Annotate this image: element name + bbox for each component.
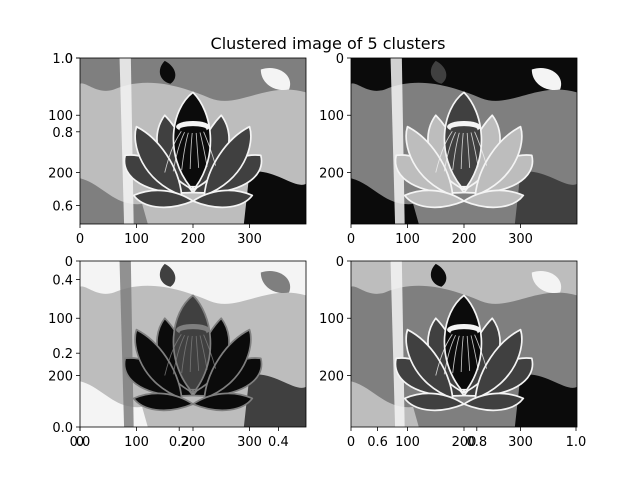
upper-region xyxy=(351,58,577,101)
petal-region xyxy=(203,328,252,400)
x-tick-label: 200 xyxy=(452,232,477,247)
y-tick-label: 100 xyxy=(319,109,344,124)
stem-region xyxy=(390,261,405,427)
seed-pod-center xyxy=(450,329,478,336)
y-tick-label: 200 xyxy=(319,369,344,384)
upper-region xyxy=(80,261,306,304)
y-tick-label: 0 xyxy=(336,255,344,270)
petal-region xyxy=(132,189,194,209)
petal-region xyxy=(134,125,183,197)
x-tick-label: 0 xyxy=(347,232,355,247)
bud-region xyxy=(159,263,176,287)
speck-region xyxy=(260,67,291,91)
x-tick-label: 100 xyxy=(124,232,149,247)
petal-region xyxy=(192,189,254,209)
bud-region xyxy=(159,60,176,84)
cluster-panel-2: 0 100 200 300 0 100 200 xyxy=(319,52,578,247)
y-tick-label: 200 xyxy=(48,166,73,181)
speck-region xyxy=(531,67,562,91)
petal-region xyxy=(463,189,525,209)
bg-y-tick-label: 0.4 xyxy=(52,273,73,288)
y-tick-label: 0 xyxy=(336,52,344,67)
cluster-panels: 0 100 200 300 0 100 200 0 100 200 300 0 100 200 0 100 20… xyxy=(48,52,578,450)
cluster-panel-3: 0 100 200 300 0 100 200 xyxy=(48,255,307,450)
petal-region xyxy=(405,328,454,400)
petal-region xyxy=(405,125,454,197)
lower-right-region xyxy=(514,374,577,427)
petal-region xyxy=(403,392,465,412)
x-tick-label: 300 xyxy=(508,435,533,450)
petal-region xyxy=(132,392,194,412)
petal-region xyxy=(203,125,252,197)
petal-region xyxy=(134,328,183,400)
bg-y-tick-label: 0.2 xyxy=(52,347,73,362)
x-tick-label: 100 xyxy=(124,435,149,450)
y-tick-label: 200 xyxy=(319,166,344,181)
petal-region xyxy=(474,328,523,400)
bg-y-tick-label: 1.0 xyxy=(52,52,73,67)
lower-right-region xyxy=(243,171,306,224)
x-tick-label: 0 xyxy=(76,232,84,247)
petal-region xyxy=(192,392,254,412)
bg-x-tick-label: 0.2 xyxy=(169,435,190,450)
lower-right-region xyxy=(243,374,306,427)
bg-x-tick-label: 0.0 xyxy=(70,435,91,450)
petal-region xyxy=(463,392,525,412)
x-tick-label: 100 xyxy=(395,232,420,247)
stem-region xyxy=(119,58,134,224)
speck-region xyxy=(260,270,291,294)
bg-x-tick-label: 0.6 xyxy=(367,435,388,450)
x-tick-label: 300 xyxy=(237,435,262,450)
bg-x-tick-label: 0.8 xyxy=(466,435,487,450)
petal-region xyxy=(403,189,465,209)
bg-y-tick-label: 0.8 xyxy=(52,126,73,141)
x-tick-label: 300 xyxy=(237,232,262,247)
y-tick-label: 100 xyxy=(48,109,73,124)
upper-region xyxy=(351,261,577,304)
bg-x-tick-label: 0.4 xyxy=(268,435,289,450)
y-tick-label: 200 xyxy=(48,369,73,384)
upper-region xyxy=(80,58,306,101)
bg-x-tick-label: 1.0 xyxy=(566,435,587,450)
x-tick-label: 200 xyxy=(452,435,477,450)
x-tick-label: 0 xyxy=(76,435,84,450)
seed-pod-center xyxy=(179,126,207,133)
x-tick-label: 100 xyxy=(395,435,420,450)
x-tick-label: 0 xyxy=(347,435,355,450)
seed-pod-center xyxy=(450,126,478,133)
y-tick-label: 100 xyxy=(319,312,344,327)
background-axes: 0.0 0.2 0.4 0.6 0.8 1.0 0.0 0.2 0.4 0.6 0.8 1.0 xyxy=(52,52,586,450)
lower-right-region xyxy=(514,171,577,224)
clustered-image xyxy=(80,261,306,427)
y-tick-label: 0 xyxy=(65,255,73,270)
petal-region xyxy=(474,125,523,197)
y-tick-label: 0 xyxy=(65,52,73,67)
seed-pod-center xyxy=(179,329,207,336)
speck-region xyxy=(531,270,562,294)
x-tick-label: 300 xyxy=(508,232,533,247)
cluster-panel-4: 0 100 200 300 0 100 200 xyxy=(319,255,578,450)
clustered-image xyxy=(351,58,577,224)
x-tick-label: 200 xyxy=(181,232,206,247)
bud-region xyxy=(430,263,447,287)
bud-region xyxy=(430,60,447,84)
x-tick-label: 200 xyxy=(181,435,206,450)
y-tick-label: 100 xyxy=(48,312,73,327)
cluster-panel-1: 0 100 200 300 0 100 200 xyxy=(48,52,307,247)
figure-title: Clustered image of 5 clusters xyxy=(211,34,446,53)
stem-region xyxy=(390,58,405,224)
clustered-image xyxy=(80,58,306,224)
bg-y-tick-label: 0.6 xyxy=(52,200,73,215)
stem-region xyxy=(119,261,134,427)
clustered-image xyxy=(351,261,577,427)
bg-y-tick-label: 0.0 xyxy=(52,421,73,436)
